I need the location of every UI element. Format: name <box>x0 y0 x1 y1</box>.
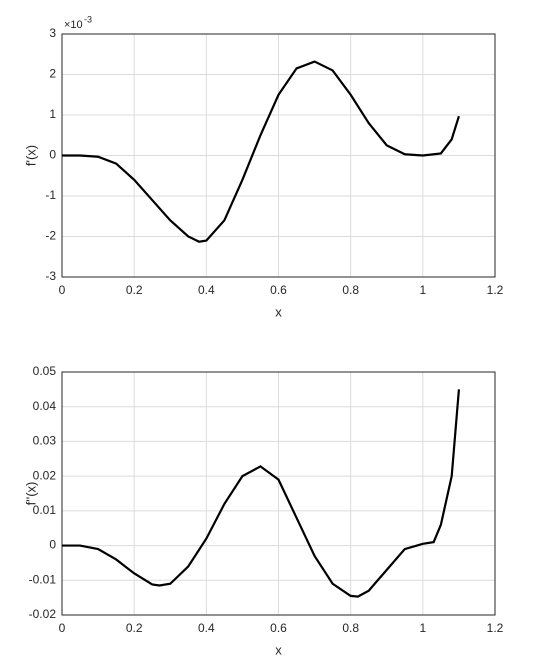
y-tick-label: 0 <box>49 538 56 552</box>
x-tick-label: 0.6 <box>270 621 287 635</box>
x-tick-label: 0.4 <box>198 621 215 635</box>
x-axis-label: x <box>275 304 282 319</box>
x-tick-label: 0.8 <box>342 621 359 635</box>
exponent-power: -3 <box>84 14 92 24</box>
y-tick-label: -1 <box>45 188 56 202</box>
x-tick-label: 1 <box>419 621 426 635</box>
x-tick-label: 0 <box>59 621 66 635</box>
y-tick-label: 0.02 <box>33 468 57 482</box>
y-tick-label: 0.01 <box>33 503 57 517</box>
y-tick-label: -0.01 <box>29 572 57 586</box>
x-tick-label: 0.2 <box>126 283 143 297</box>
x-tick-label: 0 <box>59 283 66 297</box>
x-tick-label: 0.6 <box>270 283 287 297</box>
x-tick-label: 0.4 <box>198 283 215 297</box>
data-line <box>62 60 460 243</box>
x-axis-label: x <box>275 642 282 657</box>
y-tick-label: -3 <box>45 269 56 283</box>
y-tick-label: -0.02 <box>29 607 57 621</box>
x-tick-label: 1 <box>419 283 426 297</box>
y-tick-label: 1 <box>49 107 56 121</box>
y-tick-label: 0 <box>49 148 56 162</box>
y-tick-label: 3 <box>49 26 56 40</box>
exponent-base: ×10 <box>64 19 83 31</box>
chart: 0 0.2 0.4 0.6 0.8 1 1.2 -0.02 -0.01 0 0.01 0.02 0.03… <box>23 364 503 657</box>
x-tick-label: 0.8 <box>342 283 359 297</box>
data-line <box>62 389 461 598</box>
x-tick-label: 1.2 <box>487 283 504 297</box>
y-tick-label: 0.05 <box>33 364 57 378</box>
y-tick-label: 0.04 <box>33 399 57 413</box>
y-axis-label: f'(x) <box>23 145 38 166</box>
x-tick-label: 0.2 <box>126 621 143 635</box>
y-axis-label: f''(x) <box>23 482 38 506</box>
y-tick-label: -2 <box>45 229 56 243</box>
y-tick-label: 0.03 <box>33 434 57 448</box>
x-tick-label: 1.2 <box>487 621 504 635</box>
y-tick-label: 2 <box>49 67 56 81</box>
axes-box <box>61 371 496 616</box>
